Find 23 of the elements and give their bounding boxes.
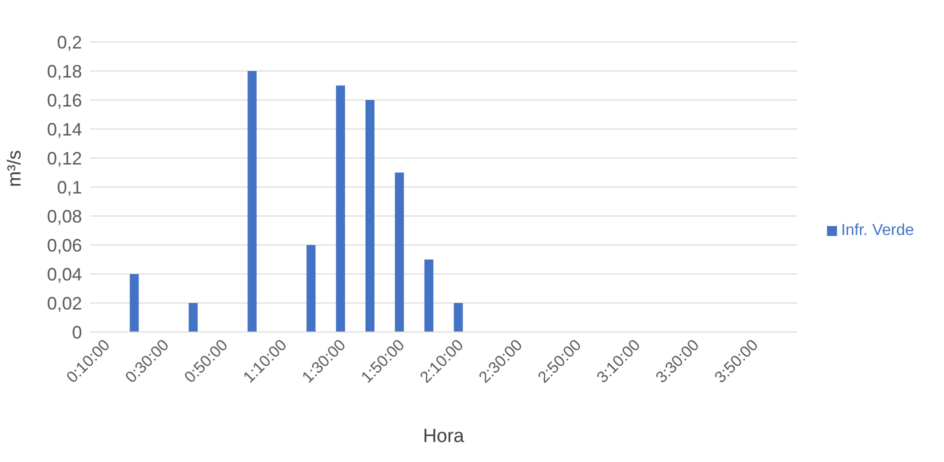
bar	[424, 260, 434, 332]
y-tick-label: 0,12	[46, 148, 82, 168]
bar	[130, 274, 139, 332]
y-tick-label: 0,18	[46, 61, 82, 82]
y-tick-label: 0,04	[46, 264, 82, 284]
bar	[454, 303, 463, 332]
y-tick-label: 0,16	[46, 90, 82, 110]
y-tick-label: 0,2	[56, 32, 82, 52]
bar	[336, 86, 345, 332]
bar	[306, 245, 316, 332]
bar	[365, 100, 374, 332]
y-tick-label: 0,1	[56, 177, 82, 198]
y-tick-label: 0	[72, 322, 82, 342]
bar	[248, 71, 257, 332]
y-tick-label: 0,02	[46, 293, 82, 314]
x-axis-title: Hora	[422, 426, 465, 447]
y-tick-label: 0,08	[46, 206, 82, 226]
y-tick-label: 0,14	[46, 119, 82, 140]
bar	[188, 303, 198, 332]
legend-label: Infr. Verde	[841, 222, 914, 239]
y-tick-label: 0,06	[46, 235, 82, 256]
y-axis-title: m³/s	[4, 150, 26, 187]
bar	[394, 172, 404, 332]
